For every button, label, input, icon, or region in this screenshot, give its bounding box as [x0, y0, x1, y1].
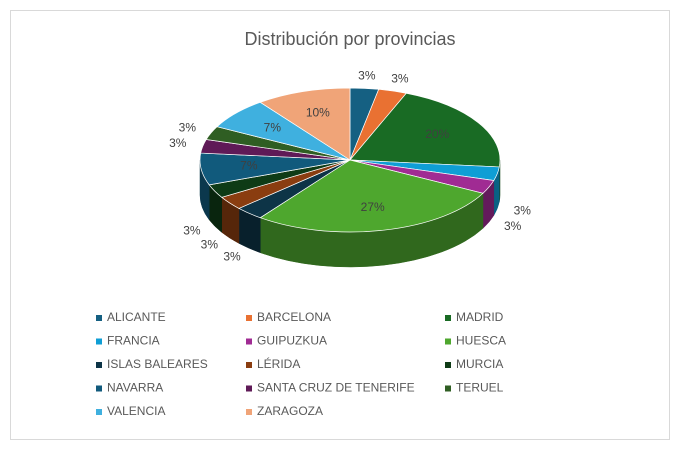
legend-label: ISLAS BALEARES: [107, 357, 208, 371]
legend-label: VALENCIA: [107, 404, 165, 418]
legend-label: GUIPUZKUA: [257, 334, 327, 348]
legend-marker: [246, 362, 252, 368]
slice: [259, 159, 484, 233]
slice: [259, 87, 351, 161]
legend-label: ZARAGOZA: [257, 404, 323, 418]
slice: [349, 92, 501, 168]
legend-label: ALICANTE: [107, 310, 166, 324]
data-label: 3%: [514, 203, 532, 217]
legend-marker: [445, 338, 451, 345]
data-label: 3%: [504, 219, 522, 233]
legend-label: SANTA CRUZ DE TENERIFE: [257, 381, 415, 395]
data-label: 3%: [201, 238, 219, 252]
data-label: 3%: [179, 121, 197, 135]
data-label: 27%: [361, 200, 385, 214]
legend-label: MADRID: [456, 310, 504, 324]
legend-marker: [96, 315, 102, 321]
data-label: 3%: [358, 68, 376, 82]
data-label: 3%: [183, 224, 201, 238]
legend-marker: [96, 409, 102, 415]
legend-marker: [246, 338, 252, 345]
chart-title: Distribución por provincias: [244, 29, 455, 49]
legend-label: HUESCA: [456, 334, 506, 348]
legend-label: LÉRIDA: [257, 356, 300, 371]
legend-marker: [96, 338, 102, 345]
data-label: 3%: [169, 136, 187, 150]
legend-label: NAVARRA: [107, 381, 163, 395]
legend-label: FRANCIA: [107, 334, 160, 348]
data-label: 7%: [264, 120, 282, 134]
data-label: 3%: [223, 250, 241, 264]
data-label: 3%: [391, 71, 409, 85]
data-label: 20%: [425, 127, 449, 141]
legend-label: TERUEL: [456, 381, 504, 395]
legend-marker: [445, 315, 451, 321]
data-label: 10%: [306, 106, 330, 120]
data-label: 7%: [240, 158, 258, 172]
legend-marker: [96, 362, 102, 368]
legend-label: MURCIA: [456, 357, 503, 371]
legend-marker: [445, 362, 451, 368]
legend-marker: [445, 385, 451, 392]
legend-marker: [96, 385, 102, 392]
legend-marker: [246, 315, 252, 321]
legend-label: BARCELONA: [257, 310, 331, 324]
legend-marker: [246, 385, 252, 392]
legend-marker: [246, 409, 252, 415]
